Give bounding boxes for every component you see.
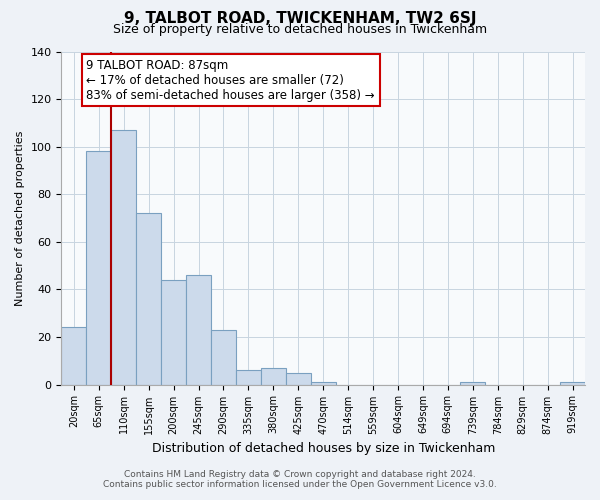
Bar: [186, 275, 211, 384]
Bar: [460, 382, 485, 384]
Text: 9 TALBOT ROAD: 87sqm
← 17% of detached houses are smaller (72)
83% of semi-detac: 9 TALBOT ROAD: 87sqm ← 17% of detached h…: [86, 58, 375, 102]
Bar: [236, 370, 261, 384]
Text: Contains HM Land Registry data © Crown copyright and database right 2024.
Contai: Contains HM Land Registry data © Crown c…: [103, 470, 497, 489]
Text: Size of property relative to detached houses in Twickenham: Size of property relative to detached ho…: [113, 22, 487, 36]
Bar: [311, 382, 335, 384]
Text: 9, TALBOT ROAD, TWICKENHAM, TW2 6SJ: 9, TALBOT ROAD, TWICKENHAM, TW2 6SJ: [124, 11, 476, 26]
Bar: [61, 328, 86, 384]
Bar: [111, 130, 136, 384]
Bar: [136, 214, 161, 384]
Bar: [211, 330, 236, 384]
X-axis label: Distribution of detached houses by size in Twickenham: Distribution of detached houses by size …: [152, 442, 495, 455]
Y-axis label: Number of detached properties: Number of detached properties: [15, 130, 25, 306]
Bar: [86, 152, 111, 384]
Bar: [261, 368, 286, 384]
Bar: [560, 382, 585, 384]
Bar: [161, 280, 186, 384]
Bar: [286, 372, 311, 384]
